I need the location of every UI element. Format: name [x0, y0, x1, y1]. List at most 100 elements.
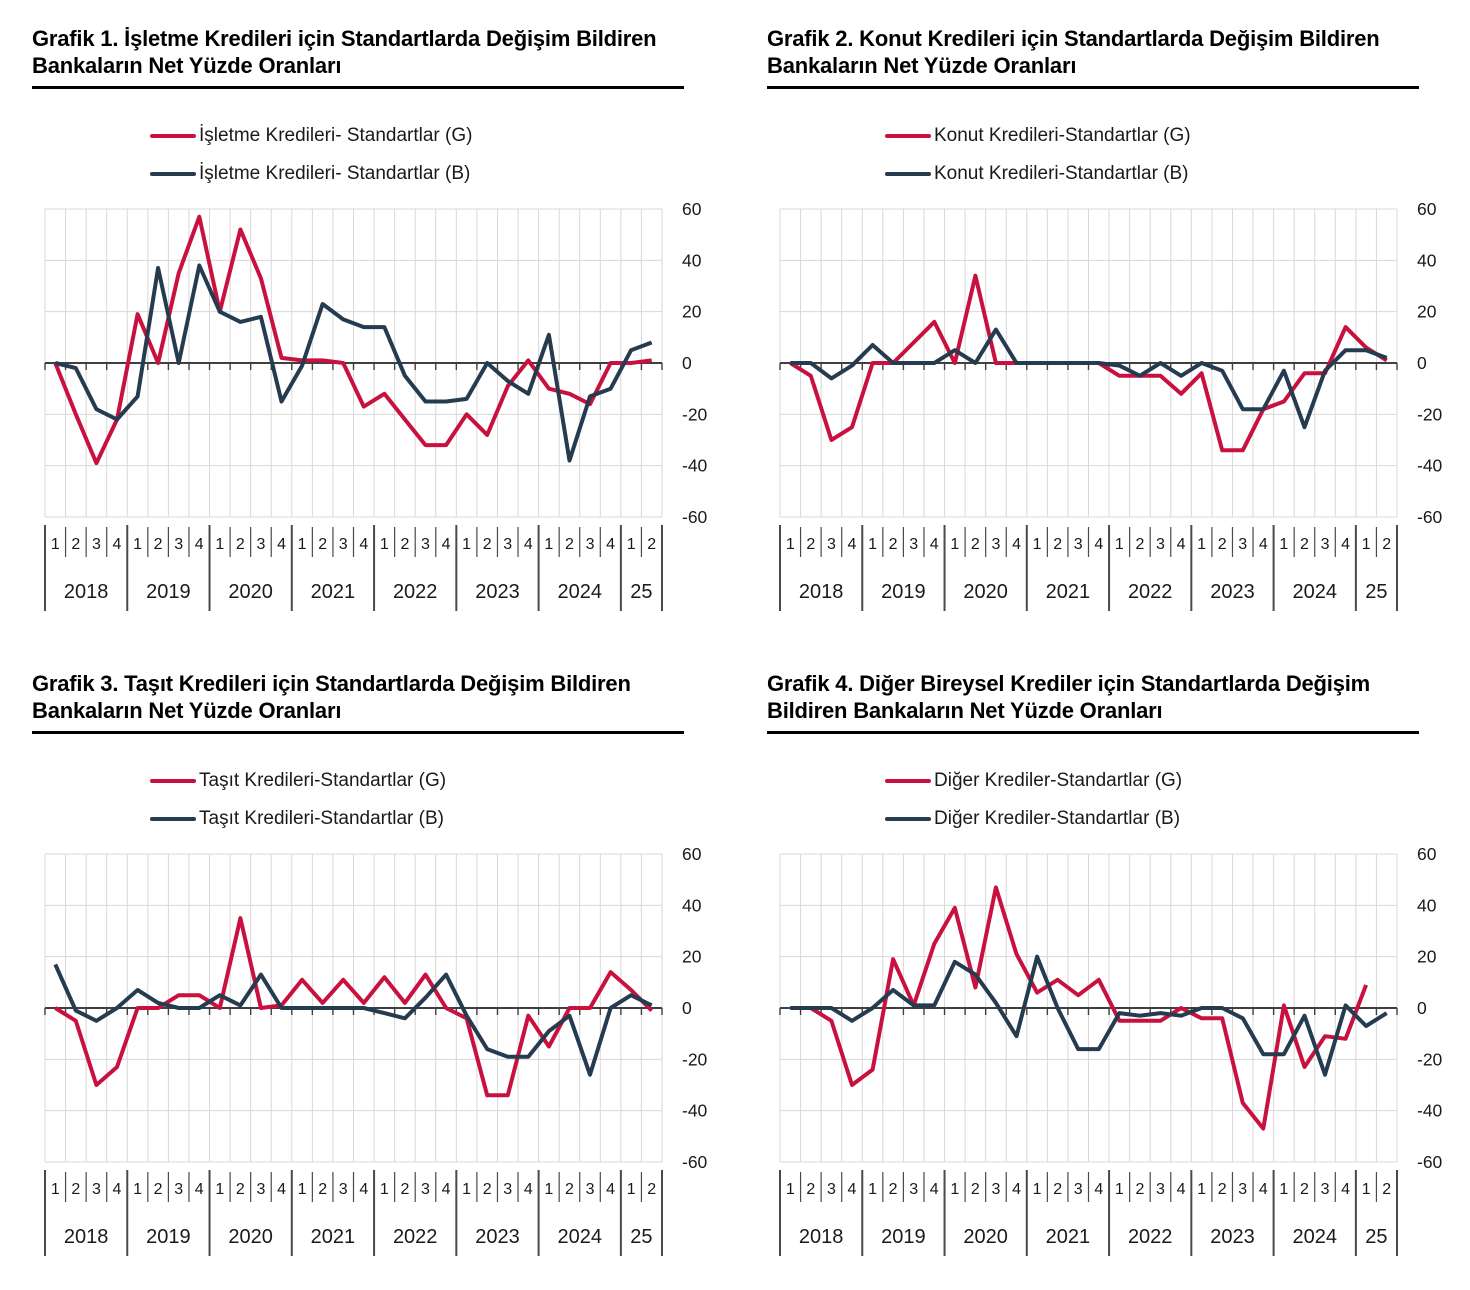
svg-text:1: 1: [51, 1181, 60, 1198]
svg-text:4: 4: [524, 1181, 533, 1198]
legend-item: İşletme Kredileri- Standartlar (B): [150, 161, 735, 187]
chart-title: Grafik 3. Taşıt Kredileri için Standartl…: [32, 671, 684, 734]
svg-text:3: 3: [1074, 536, 1083, 553]
svg-text:2023: 2023: [1210, 1226, 1255, 1248]
svg-text:2020: 2020: [228, 1226, 273, 1248]
svg-text:1: 1: [1115, 1181, 1124, 1198]
svg-text:4: 4: [848, 1181, 857, 1198]
svg-text:1: 1: [1279, 536, 1288, 553]
svg-text:-40: -40: [1417, 1100, 1443, 1120]
legend-label: İşletme Kredileri- Standartlar (G): [199, 124, 473, 146]
svg-text:2022: 2022: [393, 581, 438, 603]
svg-text:1: 1: [868, 1181, 877, 1198]
svg-text:2: 2: [318, 536, 327, 553]
svg-text:4: 4: [848, 536, 857, 553]
legend-item: Diğer Krediler-Standartlar (G): [885, 768, 1470, 794]
svg-text:1: 1: [1362, 536, 1371, 553]
legend-line-swatch-red: [150, 778, 196, 783]
chart-section-grafik-1: Grafik 1. İşletme Kredileri için Standar…: [0, 0, 735, 645]
svg-text:40: 40: [682, 250, 702, 270]
svg-text:-60: -60: [682, 507, 708, 527]
svg-text:2022: 2022: [393, 1226, 438, 1248]
svg-text:2: 2: [647, 1181, 656, 1198]
svg-text:2: 2: [1300, 536, 1309, 553]
legend-item: Taşıt Kredileri-Standartlar (G): [150, 768, 735, 794]
svg-text:2: 2: [565, 536, 574, 553]
svg-text:4: 4: [1341, 536, 1350, 553]
svg-text:-20: -20: [682, 1049, 708, 1069]
svg-text:1: 1: [544, 1181, 553, 1198]
svg-text:1: 1: [950, 1181, 959, 1198]
svg-text:3: 3: [827, 1181, 836, 1198]
legend-line-swatch-navy: [150, 171, 196, 176]
legend-item: Taşıt Kredileri-Standartlar (B): [150, 806, 735, 832]
svg-text:2021: 2021: [311, 1226, 356, 1248]
svg-text:2024: 2024: [1292, 581, 1337, 603]
svg-text:3: 3: [421, 1181, 430, 1198]
svg-text:60: 60: [682, 844, 702, 864]
svg-text:40: 40: [1417, 895, 1437, 915]
svg-text:4: 4: [930, 536, 939, 553]
svg-text:40: 40: [682, 895, 702, 915]
svg-text:1: 1: [627, 536, 636, 553]
legend-item: Konut Kredileri-Standartlar (G): [885, 123, 1470, 149]
svg-text:2: 2: [1382, 1181, 1391, 1198]
svg-text:2018: 2018: [799, 581, 844, 603]
svg-text:1: 1: [1115, 536, 1124, 553]
svg-text:2024: 2024: [557, 1226, 602, 1248]
svg-text:4: 4: [1177, 1181, 1186, 1198]
svg-text:3: 3: [174, 1181, 183, 1198]
svg-text:4: 4: [113, 1181, 122, 1198]
svg-text:4: 4: [442, 536, 451, 553]
legend-item: Diğer Krediler-Standartlar (B): [885, 806, 1470, 832]
svg-text:2022: 2022: [1128, 581, 1173, 603]
svg-text:4: 4: [606, 536, 615, 553]
svg-text:4: 4: [1177, 536, 1186, 553]
svg-text:3: 3: [92, 1181, 101, 1198]
svg-text:1: 1: [380, 1181, 389, 1198]
svg-text:4: 4: [277, 1181, 286, 1198]
svg-text:3: 3: [174, 536, 183, 553]
svg-text:2: 2: [483, 1181, 492, 1198]
svg-text:3: 3: [1238, 536, 1247, 553]
svg-text:4: 4: [1094, 1181, 1103, 1198]
svg-text:2: 2: [154, 1181, 163, 1198]
svg-text:2018: 2018: [64, 581, 109, 603]
chart-section-grafik-2: Grafik 2. Konut Kredileri için Standartl…: [735, 0, 1470, 645]
legend-label: İşletme Kredileri- Standartlar (B): [199, 162, 471, 184]
svg-text:40: 40: [1417, 250, 1437, 270]
svg-text:-60: -60: [682, 1152, 708, 1172]
svg-text:1: 1: [868, 536, 877, 553]
svg-text:3: 3: [503, 1181, 512, 1198]
svg-text:2: 2: [1135, 1181, 1144, 1198]
svg-text:4: 4: [1012, 1181, 1021, 1198]
svg-text:3: 3: [1238, 1181, 1247, 1198]
svg-text:2020: 2020: [963, 1226, 1008, 1248]
svg-text:3: 3: [421, 536, 430, 553]
svg-text:2021: 2021: [311, 581, 356, 603]
legend-label: Taşıt Kredileri-Standartlar (B): [199, 807, 444, 829]
svg-text:3: 3: [1156, 1181, 1165, 1198]
svg-text:1: 1: [786, 536, 795, 553]
legend-line-swatch-navy: [885, 171, 931, 176]
svg-text:-20: -20: [1417, 404, 1443, 424]
svg-text:-60: -60: [1417, 507, 1443, 527]
svg-text:2021: 2021: [1046, 1226, 1091, 1248]
svg-text:3: 3: [92, 536, 101, 553]
svg-text:2022: 2022: [1128, 1226, 1173, 1248]
svg-text:3: 3: [586, 536, 595, 553]
svg-text:3: 3: [827, 536, 836, 553]
svg-text:2: 2: [806, 1181, 815, 1198]
legend-line-swatch-navy: [885, 816, 931, 821]
svg-text:2020: 2020: [228, 581, 273, 603]
legend-label: Diğer Krediler-Standartlar (B): [934, 807, 1181, 829]
svg-text:2: 2: [971, 1181, 980, 1198]
svg-text:1: 1: [298, 1181, 307, 1198]
svg-text:-20: -20: [682, 404, 708, 424]
svg-text:4: 4: [1259, 1181, 1268, 1198]
svg-text:4: 4: [1341, 1181, 1350, 1198]
svg-text:3: 3: [991, 536, 1000, 553]
chart-section-grafik-4: Grafik 4. Diğer Bireysel Krediler için S…: [735, 645, 1470, 1290]
